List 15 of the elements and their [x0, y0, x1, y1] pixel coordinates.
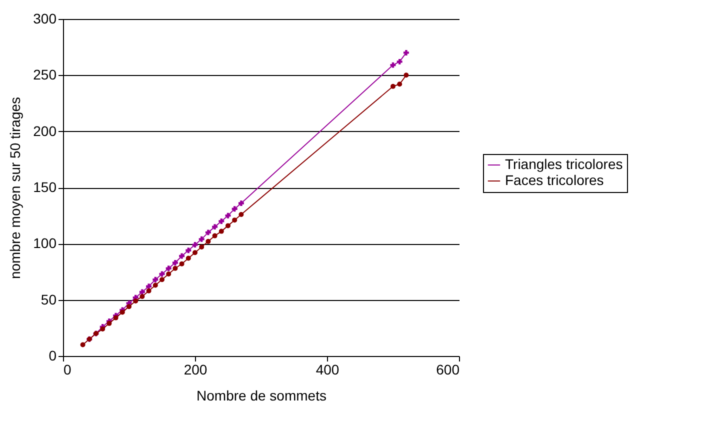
x-tick-label: 400 [316, 362, 340, 378]
legend-label: Triangles tricolores [505, 156, 623, 172]
y-tick-label: 250 [33, 66, 57, 83]
y-tick-label: 0 [48, 348, 57, 364]
x-tick-label: 200 [184, 362, 208, 378]
x-axis-title: Nombre de sommets [196, 388, 326, 404]
y-tick-label: 50 [40, 291, 57, 308]
y-axis-title: nombre moyen sur 50 tirages [7, 96, 24, 280]
y-tick-label: 300 [33, 10, 57, 26]
y-tick-label: 150 [33, 179, 57, 195]
y-tick-label: 200 [33, 122, 57, 139]
legend-label: Faces tricolores [505, 172, 604, 188]
y-tick-label: 100 [33, 235, 57, 252]
x-tick-label: 0 [64, 362, 72, 378]
x-tick-label: 600 [436, 362, 460, 378]
